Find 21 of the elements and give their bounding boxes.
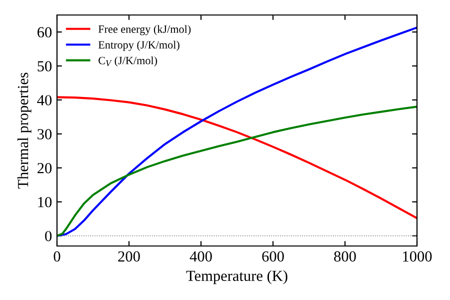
line-series [57,96,417,220]
y-tick-label: 30 [38,129,52,140]
line-series [57,26,417,237]
x-axis-title: Temperature (K) [186,270,288,284]
x-tick-label: 400 [190,251,212,262]
legend-label: C$_{V}$ (J/K/mol) [98,56,158,67]
y-tick-label: 40 [37,95,52,106]
x-tick-label: 800 [334,251,356,262]
y-tick-label: 20 [38,163,52,174]
legend-label: Entropy (J/K/mol) [98,40,180,51]
x-tick-label: 1000 [403,251,432,262]
y-axis-title: Thermal properties [17,72,32,189]
line-series [57,106,417,237]
x-tick-label: 600 [262,251,284,262]
y-tick-label: 50 [38,61,52,72]
y-tick-label: 10 [38,196,52,208]
x-tick-label: 0 [54,251,60,262]
y-tick-label: 0 [45,230,52,242]
legend-label: Free energy (kJ/mol) [98,25,191,36]
x-tick-label: 200 [118,251,140,262]
y-tick-label: 60 [38,27,52,38]
